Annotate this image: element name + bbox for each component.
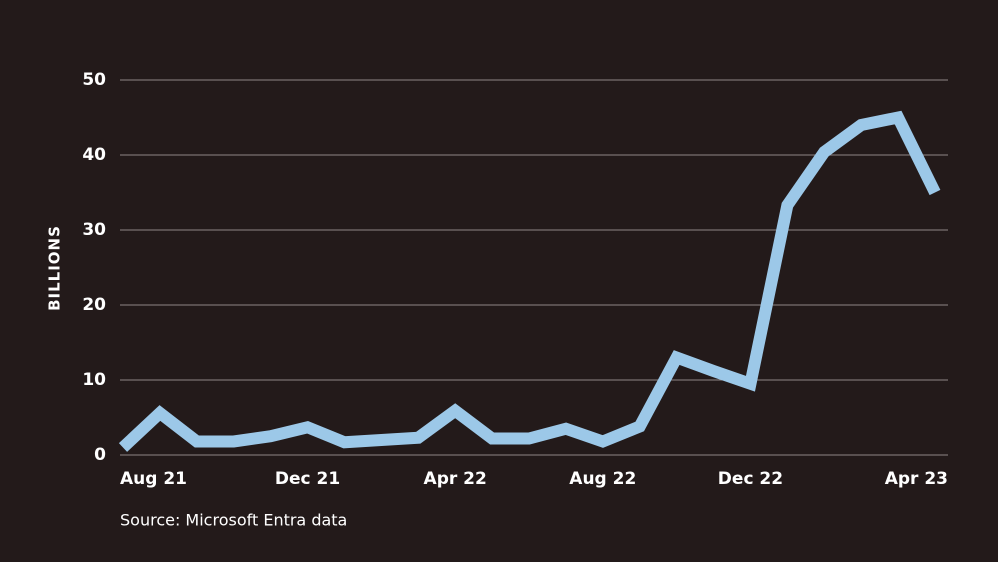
x-tick-label: Aug 22 — [569, 469, 636, 489]
y-tick-label: 50 — [82, 70, 106, 90]
x-tick-label: Apr 22 — [424, 469, 487, 489]
y-tick-label: 20 — [82, 295, 106, 315]
x-tick-label: Dec 22 — [718, 469, 783, 489]
y-tick-label: 40 — [82, 145, 106, 165]
y-axis-label: BILLIONS — [46, 225, 64, 311]
y-tick-label: 0 — [94, 445, 106, 465]
y-tick-label: 10 — [82, 370, 106, 390]
x-tick-label: Apr 23 — [885, 469, 948, 489]
source: Source: Microsoft Entra data — [120, 511, 347, 530]
y-tick-label: 30 — [82, 220, 106, 240]
line — [118, 110, 941, 452]
x-tick-label: Aug 21 — [120, 469, 187, 489]
x-tick-label: Dec 21 — [275, 469, 340, 489]
